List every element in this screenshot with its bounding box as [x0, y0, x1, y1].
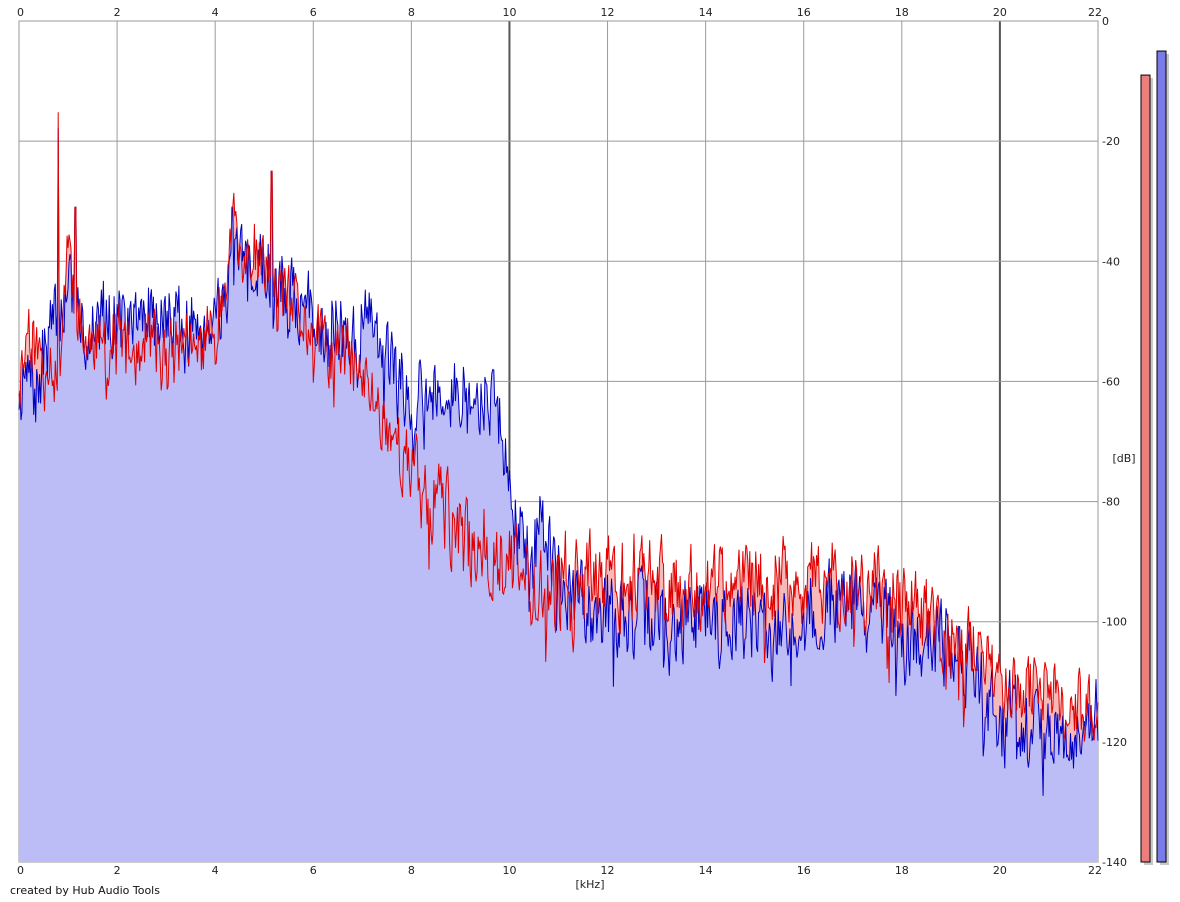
- series-red-line: [18, 112, 1099, 742]
- x-tick-label: 0: [17, 864, 24, 877]
- y-tick-label: -140: [1102, 856, 1127, 869]
- x-tick-label: 10: [502, 864, 516, 877]
- x-tick-label: 6: [310, 864, 317, 877]
- spectrum-lines: [18, 112, 1099, 796]
- x-tick-label: 2: [114, 864, 121, 877]
- spectrum-fills: [19, 112, 1098, 863]
- x-tick-labels-bottom: 0 2 4 6 8 10 12 14 16 18 20 22: [17, 864, 1102, 877]
- x-tick-labels-top: 0 2 4 6 8 10 12 14 16 18 20 22: [17, 6, 1102, 19]
- x-tick-label: 20: [993, 864, 1007, 877]
- x-tick-label: 20: [993, 6, 1007, 19]
- x-tick-label: 8: [408, 864, 415, 877]
- x-tick-label: 16: [797, 6, 811, 19]
- y-axis-label: [dB]: [1112, 452, 1135, 465]
- x-tick-label: 10: [502, 6, 516, 19]
- x-tick-label: 4: [212, 6, 219, 19]
- x-tick-label: 18: [895, 864, 909, 877]
- x-axis-label: [kHz]: [576, 878, 605, 891]
- y-tick-label: -20: [1102, 135, 1120, 148]
- y-tick-label: -40: [1102, 255, 1120, 268]
- x-tick-label: 0: [17, 6, 24, 19]
- x-tick-label: 18: [895, 6, 909, 19]
- series-blue-fill: [19, 128, 1098, 863]
- x-tick-label: 6: [310, 6, 317, 19]
- y-tick-label: -80: [1102, 496, 1120, 509]
- x-tick-label: 12: [601, 6, 615, 19]
- x-tick-label: 22: [1088, 864, 1102, 877]
- x-tick-label: 8: [408, 6, 415, 19]
- y-tick-label: 0: [1102, 15, 1109, 28]
- level-meter-red: [1140, 74, 1151, 863]
- x-tick-label: 16: [797, 864, 811, 877]
- level-meter-blue: [1156, 50, 1167, 863]
- x-tick-label: 12: [601, 864, 615, 877]
- x-tick-label: 2: [114, 6, 121, 19]
- x-tick-label: 22: [1088, 6, 1102, 19]
- x-tick-label: 14: [699, 864, 713, 877]
- credit-text: created by Hub Audio Tools: [10, 884, 160, 897]
- y-tick-labels: 0 -20 -40 -60 -80 -100 -120 -140: [1102, 15, 1127, 869]
- x-tick-label: 14: [699, 6, 713, 19]
- y-tick-label: -120: [1102, 736, 1127, 749]
- level-meters: [1140, 50, 1169, 866]
- x-tick-label: 4: [212, 864, 219, 877]
- y-tick-label: -60: [1102, 375, 1120, 388]
- y-tick-label: -100: [1102, 616, 1127, 629]
